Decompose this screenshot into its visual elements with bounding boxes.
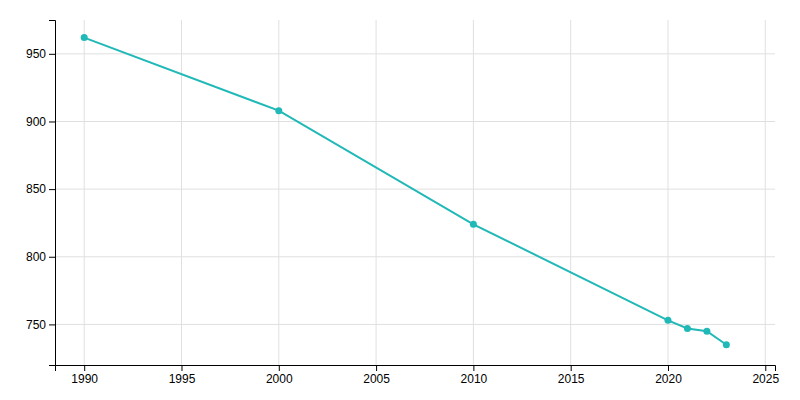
data-marks — [81, 34, 730, 348]
grid-line-x — [181, 20, 182, 365]
plot-area: 1990 1995 2000 2005 2010 2015 2020 2025 750 800 85… — [26, 20, 779, 386]
x-axis-tick-mark — [473, 365, 474, 371]
y-axis-tick: 950 — [26, 47, 55, 61]
x-axis-tick-label: 1995 — [169, 372, 196, 386]
x-axis-tick-label: 2000 — [266, 372, 293, 386]
y-axis-tick: 850 — [26, 182, 55, 196]
x-axis-tick-mark — [279, 365, 280, 371]
grid-line-x — [667, 20, 668, 365]
y-axis-tick-mark — [49, 54, 55, 55]
grid-line-x — [278, 20, 279, 365]
x-axis-tick-label: 2025 — [752, 372, 779, 386]
x-axis-tick-mark — [765, 365, 766, 371]
grid-line-y — [55, 53, 775, 54]
grid-line-x — [765, 20, 766, 365]
y-axis-tick: 900 — [26, 115, 55, 129]
point — [703, 328, 710, 335]
x-axis-tick-label: 2020 — [655, 372, 682, 386]
chart-svg: 1990 1995 2000 2005 2010 2015 2020 2025 750 800 85… — [0, 0, 800, 400]
y-axis-line — [49, 21, 56, 366]
line — [84, 38, 726, 345]
point — [81, 34, 88, 41]
chart-container: 1990 1995 2000 2005 2010 2015 2020 2025 750 800 85… — [0, 0, 800, 400]
grid-line-y — [55, 121, 775, 122]
x-axis-tick-mark — [181, 365, 182, 371]
x-axis-tick: 2020 — [655, 365, 682, 386]
point — [723, 341, 730, 348]
grid-line-x — [473, 20, 474, 365]
x-axis-tick: 2005 — [363, 365, 390, 386]
y-axis-tick-label: 950 — [26, 47, 46, 61]
x-axis-tick-mark — [84, 365, 85, 371]
x-axis-line — [56, 366, 776, 372]
y-axis-tick-label: 800 — [26, 250, 46, 264]
x-axis-tick: 2025 — [752, 365, 779, 386]
x-axis-tick: 2015 — [558, 365, 585, 386]
x-axis-tick: 1995 — [169, 365, 196, 386]
grid-line-x — [84, 20, 85, 365]
x-axis-tick-mark — [571, 365, 572, 371]
x-axis-tick-label: 2005 — [363, 372, 390, 386]
y-axis-tick-label: 850 — [26, 182, 46, 196]
y-axis-tick-mark — [49, 324, 55, 325]
x-axis-tick-label: 2015 — [558, 372, 585, 386]
x-axis-tick: 2010 — [461, 365, 488, 386]
x-axis-tick-mark — [376, 365, 377, 371]
y-axis-tick: 750 — [26, 318, 55, 332]
y-axis: 750 800 850 900 950 — [26, 21, 56, 366]
point — [664, 317, 671, 324]
y-axis-tick-label: 750 — [26, 318, 46, 332]
grid — [55, 20, 775, 365]
x-axis-tick-mark — [668, 365, 669, 371]
y-axis-tick-mark — [49, 189, 55, 190]
x-axis-tick-label: 2010 — [461, 372, 488, 386]
y-axis-tick-mark — [49, 121, 55, 122]
point — [684, 325, 691, 332]
x-axis-tick: 2000 — [266, 365, 293, 386]
y-axis-tick-label: 900 — [26, 115, 46, 129]
grid-line-x — [376, 20, 377, 365]
grid-line-x — [570, 20, 571, 365]
point — [275, 107, 282, 114]
point — [470, 221, 477, 228]
x-axis-tick: 1990 — [71, 365, 98, 386]
y-axis-tick-mark — [49, 257, 55, 258]
y-axis-tick: 800 — [26, 250, 55, 264]
grid-line-y — [55, 324, 775, 325]
x-axis: 1990 1995 2000 2005 2010 2015 2020 2025 — [56, 365, 780, 386]
x-axis-tick-label: 1990 — [71, 372, 98, 386]
grid-line-y — [55, 256, 775, 257]
